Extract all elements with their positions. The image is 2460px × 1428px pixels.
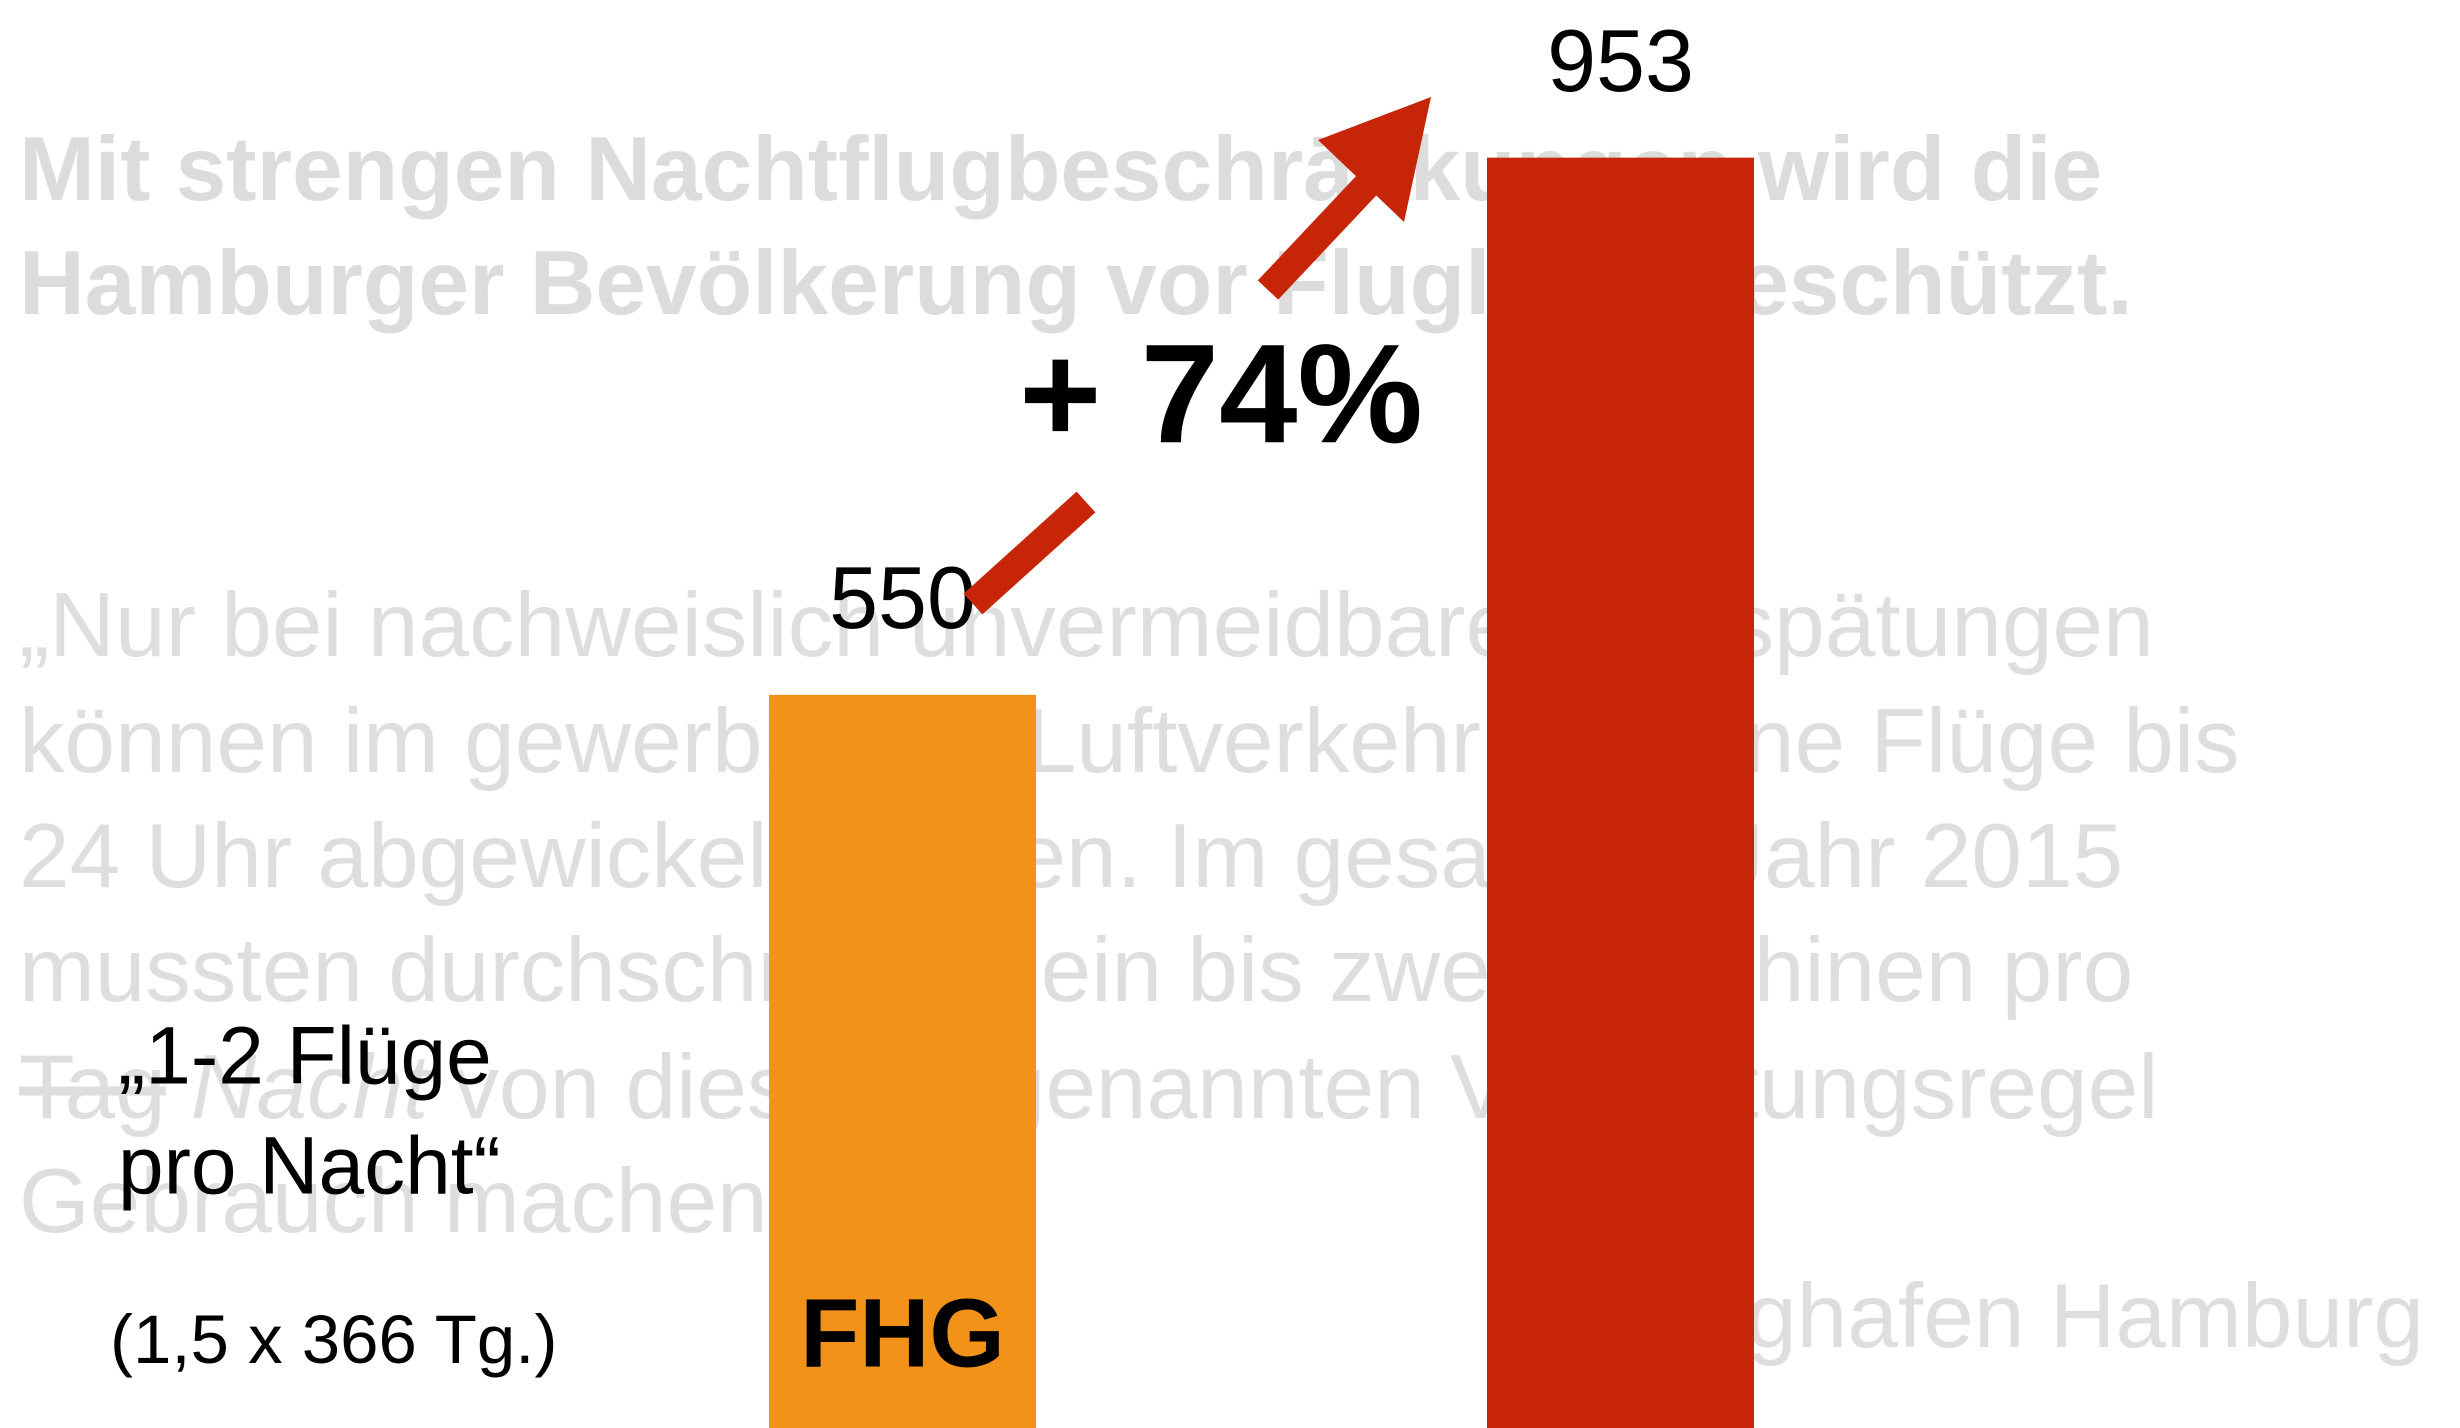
title-line: Mit strengen Nachtflugbeschränkungen wir… xyxy=(19,119,2102,220)
italic-word: Nacht xyxy=(191,1037,432,1138)
value-label: 953 xyxy=(1547,11,1694,110)
quote-line: mussten durchschnittlich ein bis zwei Ma… xyxy=(19,920,2133,1021)
value-label: 550 xyxy=(829,548,976,647)
annotation: + 74% xyxy=(1019,314,1423,472)
quote-rest: von dieser sogenannten Verspätungsregel xyxy=(453,1037,2158,1138)
bar xyxy=(1487,157,1754,1428)
arrow-head xyxy=(1318,97,1431,222)
bar xyxy=(769,694,1036,1428)
background-text: Mit strengen Nachtflugbeschränkungen wir… xyxy=(19,119,2424,1367)
title-line: Hamburger Bevölkerung vor Fluglärm gesch… xyxy=(19,233,2133,334)
quote-line: „Nur bei nachweislich unvermeidbaren Ver… xyxy=(19,575,2154,676)
quote-line: 24 Uhr abgewickelt werden. Im gesamten J… xyxy=(19,806,2123,907)
quote-line: Gebrauch machen.“ xyxy=(19,1151,823,1252)
category-label: FHG xyxy=(800,1279,1005,1388)
arrow-shaft xyxy=(1257,160,1392,300)
quote-line: können im gewerblichen Luftverkehr einze… xyxy=(19,691,2240,792)
note-line: pro Nacht“ xyxy=(118,1121,501,1212)
note-detail: (1,5 x 366 Tg.) xyxy=(110,1301,557,1378)
struck-word: Tag xyxy=(19,1037,166,1138)
quote-line: Tag Nacht von dieser sogenannten Verspätun… xyxy=(19,1037,2158,1138)
arrow-shaft xyxy=(963,491,1096,615)
note-line: „1-2 Flüge xyxy=(118,1011,492,1102)
